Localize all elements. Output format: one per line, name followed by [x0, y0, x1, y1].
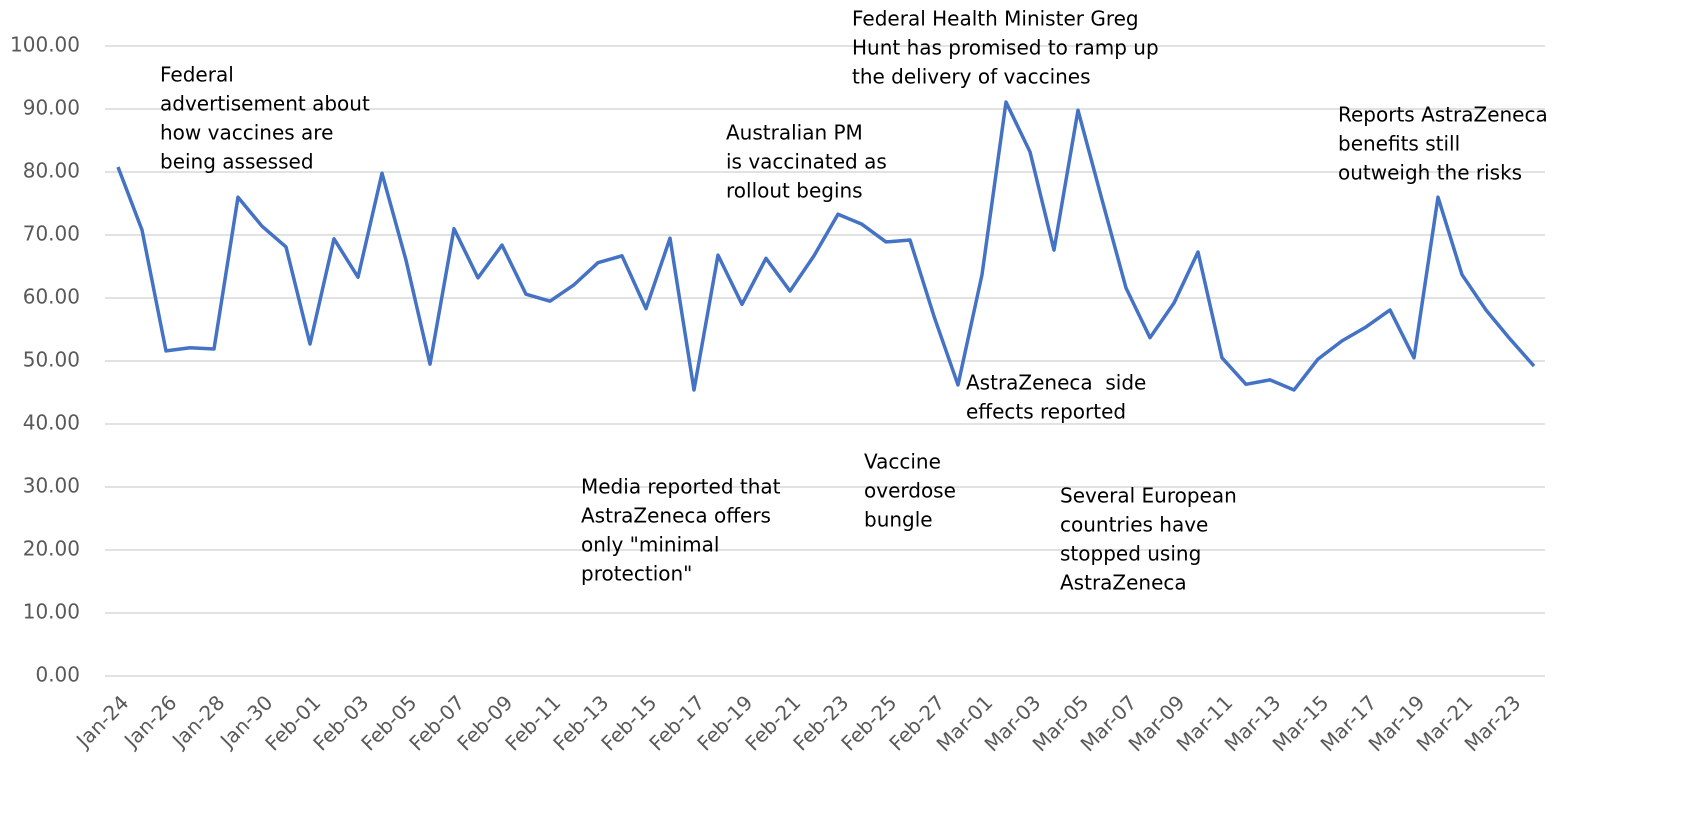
annotation: Hunt has promised to ramp up [852, 36, 1159, 60]
y-tick-label: 20.00 [23, 537, 80, 561]
annotation: AstraZeneca [1060, 571, 1187, 595]
y-tick-label: 50.00 [23, 348, 80, 372]
annotation: benefits still [1338, 132, 1460, 156]
y-tick-label: 90.00 [23, 96, 80, 120]
annotation: outweigh the risks [1338, 161, 1522, 185]
annotation: Media reported that [581, 475, 781, 499]
annotation: AstraZeneca side [966, 371, 1146, 395]
annotation: protection" [581, 562, 692, 586]
annotation: Vaccine [864, 450, 941, 474]
y-tick-label: 80.00 [23, 159, 80, 183]
annotation: Federal [160, 63, 234, 87]
annotation: Several European [1060, 484, 1237, 508]
line [116, 100, 1536, 392]
annotation: is vaccinated as [726, 150, 887, 174]
annotation: Australian PM [726, 121, 863, 145]
annotation: Federal Health Minister Greg [852, 7, 1139, 31]
annotation: effects reported [966, 400, 1126, 424]
annotation: being assessed [160, 150, 314, 174]
x-tick-label: Jan-24 [70, 690, 133, 753]
annotation: AstraZeneca offers [581, 504, 771, 528]
annotation: overdose [864, 479, 956, 503]
y-tick-label: 100.00 [10, 33, 80, 57]
annotation: only "minimal [581, 533, 719, 557]
y-tick-label: 10.00 [23, 600, 80, 624]
y-tick-label: 0.00 [35, 663, 80, 687]
y-tick-label: 70.00 [23, 222, 80, 246]
x-tick-label: Jan-26 [118, 690, 181, 753]
y-tick-label: 30.00 [23, 474, 80, 498]
annotation: rollout begins [726, 179, 863, 203]
annotation: countries have [1060, 513, 1208, 537]
annotation: how vaccines are [160, 121, 333, 145]
x-tick-label: Jan-28 [166, 690, 229, 753]
y-tick-label: 60.00 [23, 285, 80, 309]
annotation: Reports AstraZeneca [1338, 103, 1548, 127]
annotation: bungle [864, 508, 933, 532]
annotation: stopped using [1060, 542, 1201, 566]
y-tick-label: 40.00 [23, 411, 80, 435]
annotation: advertisement about [160, 92, 370, 116]
annotation: the delivery of vaccines [852, 65, 1091, 89]
